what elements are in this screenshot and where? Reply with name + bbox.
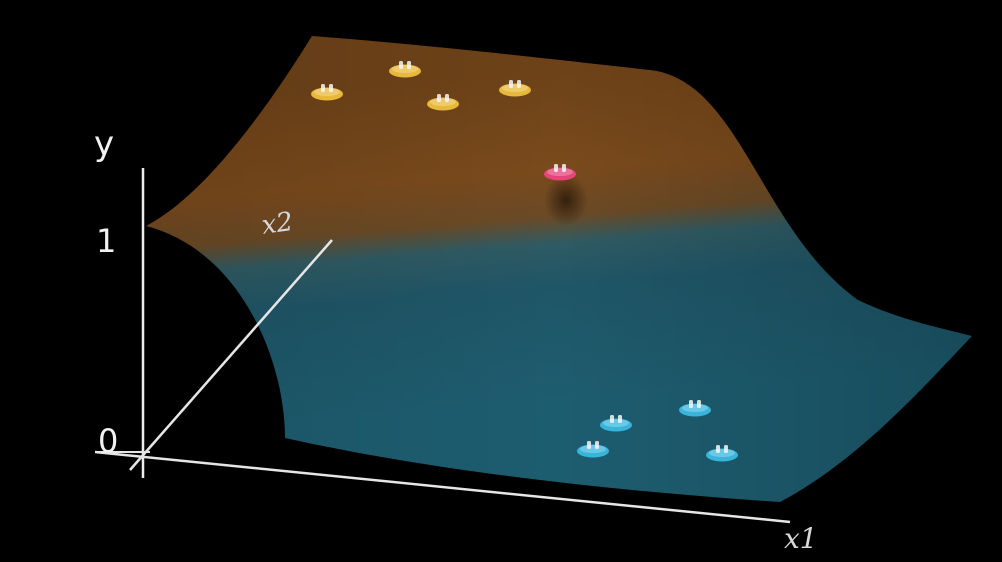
yellow-marker [389,61,421,78]
yellow-marker-peg [517,80,521,88]
yellow-marker-disc [427,97,459,111]
x1-axis-line [94,450,791,524]
blue-marker-peg [689,400,693,408]
blue-marker-highlight [682,404,708,412]
yellow-marker-peg [329,84,333,92]
blue-marker-peg [716,445,720,453]
yellow-marker-disc [311,87,343,101]
yellow-marker-peg [399,61,403,69]
x1-axis-label: x1 [784,522,818,555]
pink-marker-disc [544,167,576,181]
yellow-marker-highlight [392,65,418,73]
pink-marker-peg [562,164,566,172]
blue-marker-disc [577,444,609,458]
yellow-marker-peg [407,61,411,69]
blue-marker-peg [618,415,622,423]
pink-marker-peg [554,164,558,172]
x2-axis-label: x2 [260,207,295,241]
yellow-marker-peg [321,84,325,92]
yellow-marker-peg [509,80,513,88]
yellow-marker [499,80,531,97]
blue-marker-peg [724,445,728,453]
yellow-marker-highlight [502,84,528,92]
y-axis-label: y [94,124,114,164]
y-tick-0: 0 [98,422,118,460]
surface-shading [146,36,972,502]
y-tick-1: 1 [96,222,116,260]
blue-marker-peg [697,400,701,408]
pink-point-shadow [544,174,588,226]
blue-marker-disc [706,448,738,462]
blue-marker-highlight [580,445,606,453]
yellow-marker-disc [499,83,531,97]
yellow-marker-disc [389,64,421,78]
blue-marker-peg [587,441,591,449]
blue-marker [706,445,738,462]
yellow-marker-peg [437,94,441,102]
blue-marker [600,415,632,432]
blue-marker-highlight [603,419,629,427]
blue-marker-disc [679,403,711,417]
x2-axis-line [129,239,333,471]
pink-marker-highlight [547,168,573,176]
yellow-marker-highlight [430,98,456,106]
blue-marker-highlight [709,449,735,457]
blue-marker-peg [595,441,599,449]
blue-marker [577,441,609,458]
yellow-marker-peg [445,94,449,102]
blue-marker [679,400,711,417]
pink-marker [544,164,576,181]
blue-marker-peg [610,415,614,423]
yellow-marker [311,84,343,101]
yellow-marker [427,94,459,111]
yellow-marker-highlight [314,88,340,96]
blue-marker-disc [600,418,632,432]
marker-layer [311,61,738,462]
